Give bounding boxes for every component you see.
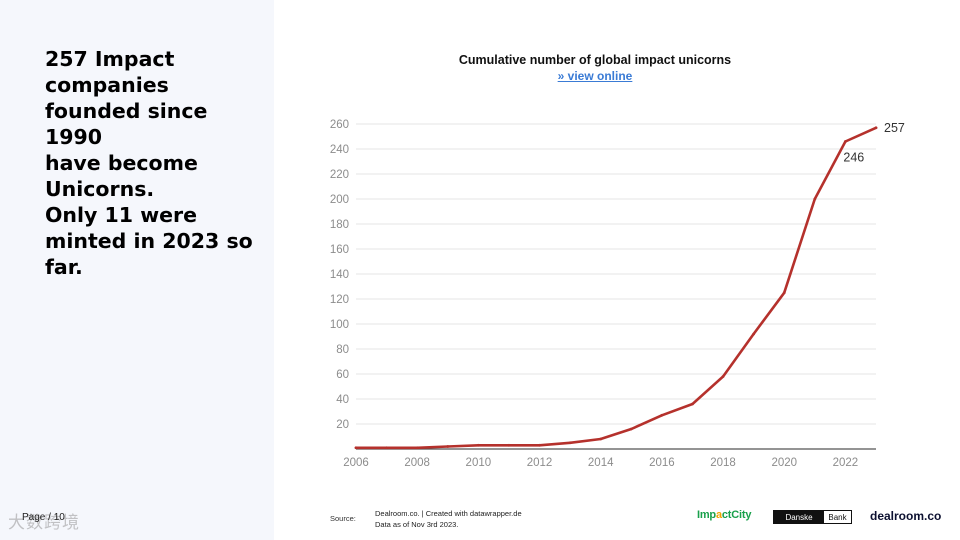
x-tick-label: 2008 (404, 457, 430, 469)
x-tick-label: 2018 (710, 457, 736, 469)
headline-line: companies (45, 73, 169, 97)
source-line: Data as of Nov 3rd 2023. (375, 520, 459, 529)
left-panel (0, 0, 274, 540)
y-tick-label: 220 (330, 169, 349, 181)
y-tick-label: 260 (330, 119, 349, 131)
data-point (476, 443, 480, 447)
data-point (354, 446, 358, 450)
x-tick-label: 2020 (771, 457, 797, 469)
x-tick-label: 2010 (466, 457, 492, 469)
headline-line: founded since 1990 (45, 99, 208, 149)
data-point (844, 140, 847, 143)
headline-line: 257 Impact (45, 47, 175, 71)
y-tick-label: 20 (336, 419, 349, 431)
data-point (813, 197, 817, 201)
x-tick-label: 2022 (833, 457, 859, 469)
data-point (629, 427, 633, 431)
data-label: 246 (843, 151, 864, 165)
data-point (568, 441, 572, 445)
headline-line: have become (45, 151, 198, 175)
y-tick-label: 160 (330, 244, 349, 256)
data-point (385, 446, 388, 450)
data-label: 257 (884, 121, 905, 135)
source-label: Source: (330, 514, 356, 523)
y-tick-label: 60 (336, 369, 349, 381)
data-point (538, 443, 541, 447)
data-point (599, 437, 603, 441)
data-point (446, 445, 450, 448)
x-tick-label: 2006 (343, 457, 369, 469)
headline-line: far. (45, 255, 83, 279)
source-line: Dealroom.co. | Created with datawrapper.… (375, 509, 522, 518)
data-point (660, 413, 664, 417)
y-tick-label: 200 (330, 194, 349, 206)
y-tick-label: 140 (330, 269, 349, 281)
x-tick-label: 2014 (588, 457, 614, 469)
danske-bank-logo: Danske Bank (773, 510, 852, 524)
data-point (752, 332, 756, 336)
impactcity-logo: ImpactCity (697, 509, 752, 521)
data-point (721, 375, 725, 378)
headline: 257 Impact companies founded since 1990 … (45, 46, 265, 280)
data-point (507, 443, 511, 447)
series-line (354, 126, 878, 450)
page-number: Page / 10 (22, 512, 65, 523)
y-tick-label: 240 (330, 144, 349, 156)
y-tick-label: 80 (336, 344, 349, 356)
data-point (691, 402, 694, 406)
data-point (415, 446, 419, 450)
watermark: 大数跨境 (8, 513, 80, 533)
headline-line: minted in 2023 so (45, 229, 253, 253)
x-tick-label: 2016 (649, 457, 675, 469)
y-tick-label: 100 (330, 319, 349, 331)
data-point (874, 126, 878, 130)
y-tick-label: 120 (330, 294, 349, 306)
y-tick-label: 40 (336, 394, 349, 406)
x-tick-label: 2012 (527, 457, 553, 469)
headline-line: Only 11 were (45, 203, 198, 227)
view-online-link[interactable]: » view online (557, 69, 633, 83)
y-tick-label: 180 (330, 219, 349, 231)
headline-line: Unicorns. (45, 177, 155, 201)
data-point (782, 291, 786, 295)
dealroom-logo: dealroom.co (870, 509, 942, 523)
source-text: Dealroom.co. | Created with datawrapper.… (375, 508, 522, 530)
chart-title: Cumulative number of global impact unico… (458, 53, 732, 67)
